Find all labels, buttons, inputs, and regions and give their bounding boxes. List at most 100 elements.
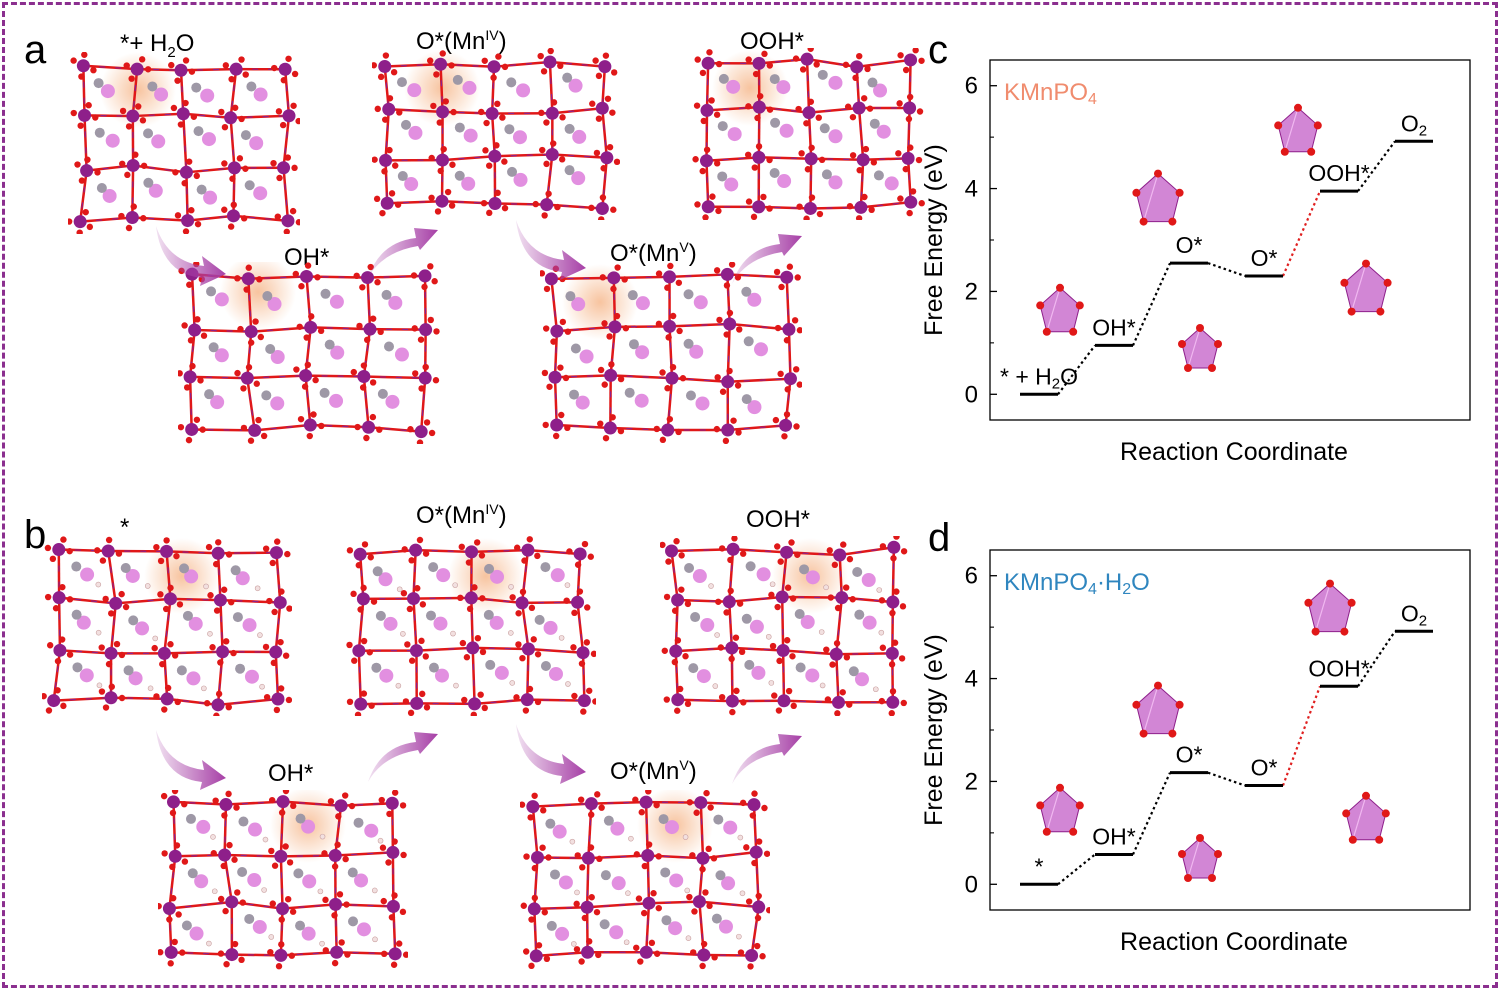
k-atom — [695, 396, 710, 411]
p-atom — [235, 663, 246, 674]
oxygen-atom — [547, 48, 554, 55]
p-atom — [795, 662, 806, 673]
oxygen-atom — [433, 71, 440, 78]
oxygen-atom — [428, 154, 435, 162]
k-atom — [210, 395, 225, 410]
p-atom — [770, 117, 781, 128]
oxygen-atom — [277, 638, 284, 646]
oxygen-atom — [215, 690, 223, 698]
oxygen-atom — [601, 320, 608, 327]
k-atom — [575, 395, 590, 410]
oxygen-atom — [759, 953, 766, 960]
lattice-atoms — [520, 790, 770, 970]
chart-title: KMnPO4 — [1004, 79, 1097, 108]
p-atom — [684, 563, 695, 574]
oxygen-atom — [1214, 340, 1222, 348]
p-atom — [628, 339, 639, 350]
oxygen-atom — [587, 844, 595, 851]
mn-atom — [47, 694, 61, 708]
oxygen-atom — [372, 62, 378, 69]
mn-atom — [354, 697, 368, 711]
hydrogen-atom — [95, 629, 102, 636]
oxygen-atom — [428, 429, 436, 437]
oxygen-atom — [167, 584, 174, 592]
oxygen-atom — [231, 856, 238, 863]
oxygen-atom — [373, 195, 381, 203]
mn-atom — [282, 109, 296, 123]
hydrogen-atom — [571, 941, 577, 947]
p-atom — [741, 394, 752, 405]
k-atom — [253, 186, 268, 201]
oxygen-atom — [174, 698, 181, 706]
p-atom — [717, 171, 728, 182]
oxygen-atom — [614, 264, 621, 271]
oxygen-atom — [173, 842, 181, 849]
k-atom — [244, 669, 259, 684]
oxygen-atom — [189, 362, 196, 370]
oxygen-atom — [178, 423, 185, 431]
oxygen-atom — [581, 914, 589, 922]
oxygen-atom — [598, 216, 605, 220]
oxygen-atom — [534, 651, 542, 658]
oxygen-atom — [159, 660, 166, 668]
p-atom — [540, 660, 551, 671]
mn-atom — [410, 696, 424, 710]
oxygen-atom — [583, 639, 591, 646]
oxygen-atom — [550, 99, 558, 106]
oxygen-atom — [1132, 188, 1141, 197]
panel-letter-d: d — [928, 516, 951, 560]
oxygen-atom — [888, 661, 896, 668]
oxygen-atom — [367, 554, 374, 561]
oxygen-atom — [550, 338, 557, 345]
oxygen-atom — [595, 115, 603, 122]
oxygen-atom — [540, 807, 547, 814]
oxygen-atom — [197, 377, 204, 384]
oxygen-atom — [861, 193, 868, 201]
p-atom — [193, 126, 204, 137]
mn-atom — [641, 848, 655, 862]
oxygen-atom — [78, 177, 86, 184]
oxygen-atom — [520, 801, 526, 808]
oxygen-atom — [186, 281, 193, 288]
oxygen-atom — [648, 939, 656, 947]
oxygen-atom — [796, 327, 802, 334]
oxygen-atom — [167, 960, 174, 967]
oxygen-atom — [368, 702, 375, 709]
hydrogen-atom — [371, 887, 378, 894]
oxygen-atom — [539, 146, 546, 154]
p-atom — [743, 336, 754, 347]
hydrogen-atom — [739, 890, 746, 897]
structure-insets — [1036, 103, 1392, 372]
hydrogen-atom — [818, 629, 825, 635]
oxygen-atom — [108, 683, 115, 690]
oxygen-atom — [671, 658, 679, 666]
step-connector — [1131, 772, 1172, 855]
oxygen-atom — [379, 844, 387, 851]
oxygen-atom — [655, 320, 663, 328]
oxygen-atom — [282, 843, 289, 850]
oxygen-atom — [774, 324, 782, 332]
state-label-b-3: O*(MnV) — [610, 757, 697, 785]
oxygen-atom — [237, 325, 244, 333]
oxygen-atom — [310, 411, 317, 418]
y-tick-label: 2 — [965, 768, 978, 795]
oxygen-atom — [813, 61, 820, 68]
p-atom — [230, 565, 241, 576]
oxygen-atom — [613, 158, 620, 166]
mn-atom — [571, 595, 585, 609]
oxygen-atom — [571, 609, 578, 617]
oxygen-atom — [706, 902, 713, 910]
oxygen-atom — [641, 862, 649, 870]
mn-polyhedron — [1135, 172, 1181, 223]
oxygen-atom — [215, 539, 222, 546]
mn-atom — [281, 214, 295, 228]
mn-atom — [548, 370, 562, 384]
oxygen-atom — [1274, 121, 1283, 130]
hydrogen-atom — [876, 587, 883, 593]
step-connector — [1057, 853, 1096, 886]
oxygen-atom — [273, 706, 281, 714]
k-atom — [751, 665, 766, 680]
mn-atom — [240, 371, 254, 385]
oxygen-atom — [471, 584, 478, 591]
k-atom — [723, 820, 738, 835]
